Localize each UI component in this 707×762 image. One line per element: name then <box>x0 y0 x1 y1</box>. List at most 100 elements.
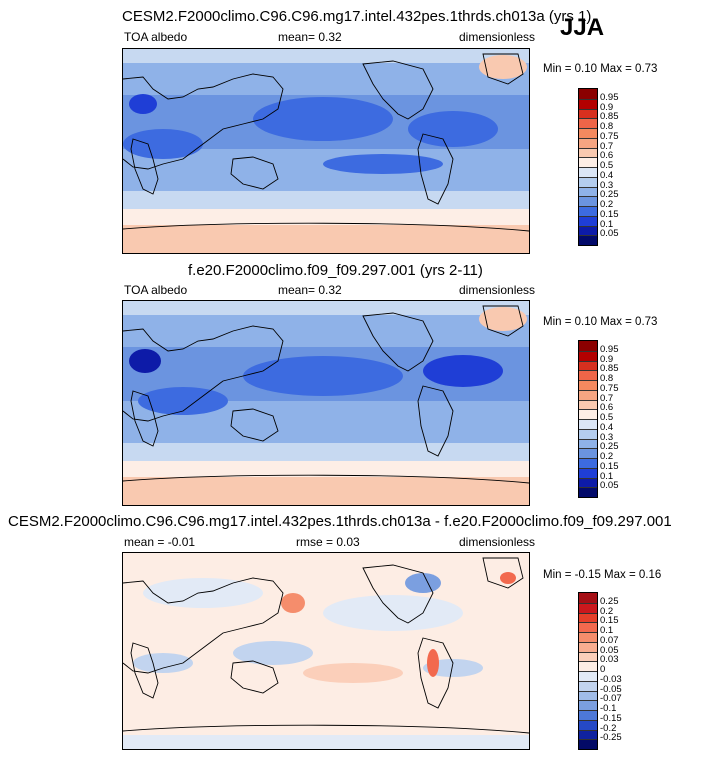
colorbar-tick-label: 0.95 <box>600 343 619 355</box>
colorbar-box <box>579 380 597 390</box>
panel-2-units: dimensionless <box>459 283 536 297</box>
panel-3-minmax: Min = -0.15 Max = 0.16 <box>543 569 662 581</box>
panel-1-mean: mean= 0.32 <box>278 30 342 44</box>
colorbar-tick-label: 0.75 <box>600 382 619 394</box>
coastlines <box>123 305 529 484</box>
colorbar-box <box>579 196 597 206</box>
colorbar-box <box>579 89 597 99</box>
colorbar-tick-label: -0.25 <box>600 732 622 744</box>
colorbar-box <box>579 409 597 419</box>
indian-low-albedo <box>123 129 203 159</box>
colorbar-box <box>579 719 597 730</box>
panel-1-colorbar <box>578 88 598 246</box>
colorbar-box <box>579 680 597 691</box>
diff-positive-patch <box>427 649 439 677</box>
panel-2-colorbar <box>578 340 598 498</box>
atlantic-low-albedo <box>423 355 503 387</box>
colorbar-tick-label: 0.05 <box>600 228 619 240</box>
panel-3-title: CESM2.F2000climo.C96.C96.mg17.intel.432p… <box>8 513 672 530</box>
coastlines <box>123 557 529 734</box>
panel-3-map-svg <box>123 553 529 749</box>
colorbar-box <box>579 225 597 236</box>
arctic-band <box>123 301 529 315</box>
colorbar-tick-label: 0.4 <box>600 421 614 433</box>
panel-1-title: CESM2.F2000climo.C96.C96.mg17.intel.432p… <box>122 8 592 25</box>
colorbar-box <box>579 632 597 642</box>
colorbar-tick-label: 0.4 <box>600 169 614 181</box>
colorbar-box <box>579 428 597 439</box>
colorbar-box <box>579 108 597 119</box>
colorbar-tick-label: 0.1 <box>600 470 614 482</box>
colorbar-tick-label: 0.15 <box>600 460 619 472</box>
colorbar-tick-label: 0.05 <box>600 644 619 656</box>
southern-cloud-band <box>123 209 529 225</box>
colorbar-tick-label: 0.6 <box>600 402 614 414</box>
southern-ocean-band <box>123 443 529 461</box>
colorbar-tick-label: 0.95 <box>600 91 619 103</box>
southern-ocean-band <box>123 191 529 209</box>
colorbar-tick-label: 0.7 <box>600 140 614 152</box>
colorbar-tick-label: 0.1 <box>600 218 614 230</box>
colorbar-box <box>579 641 597 652</box>
colorbar-tick-label: 0.2 <box>600 605 614 617</box>
colorbar-tick-label: 0.75 <box>600 130 619 142</box>
colorbar-box <box>579 157 597 167</box>
southern-cloud-band <box>123 461 529 477</box>
colorbar-tick-label: -0.03 <box>600 673 622 685</box>
colorbar-tick-label: 0.07 <box>600 634 619 646</box>
diff-positive-patch <box>500 572 516 584</box>
panel-2-mean: mean= 0.32 <box>278 283 342 297</box>
colorbar-tick-label: 0 <box>600 664 606 675</box>
panel-3-rmse: rmse = 0.03 <box>296 535 360 549</box>
colorbar-tick-label: 0.5 <box>600 160 614 171</box>
colorbar-tick-label: -0.05 <box>600 683 622 695</box>
colorbar-box <box>579 690 597 701</box>
colorbar-box <box>579 661 597 671</box>
coastlines <box>123 53 529 232</box>
colorbar-box <box>579 467 597 478</box>
colorbar-tick-label: 0.8 <box>600 373 614 384</box>
colorbar-tick-label: 0.25 <box>600 189 619 201</box>
panel-3-map <box>122 552 530 750</box>
antarctica-band <box>123 477 529 505</box>
colorbar-tick-label: 0.7 <box>600 392 614 404</box>
colorbar-box <box>579 622 597 632</box>
antarctica-band <box>123 735 529 749</box>
colorbar-tick-label: -0.15 <box>600 712 622 724</box>
colorbar-tick-label: 0.05 <box>600 480 619 492</box>
colorbar-tick-label: 0.5 <box>600 412 614 423</box>
colorbar-box <box>579 98 597 109</box>
south-midlat-band <box>123 149 529 191</box>
colorbar-box <box>579 215 597 226</box>
diff-negative-patch <box>405 573 441 593</box>
colorbar-box <box>579 137 597 148</box>
colorbar-box <box>579 419 597 429</box>
colorbar-box <box>579 739 597 749</box>
colorbar-box <box>579 651 597 662</box>
colorbar-box <box>579 360 597 371</box>
colorbar-box <box>579 399 597 410</box>
panel-3-units: dimensionless <box>459 535 536 549</box>
mediterranean-low-albedo <box>129 94 157 114</box>
colorbar-tick-label: 0.2 <box>600 451 614 462</box>
colorbar-tick-label: 0.15 <box>600 208 619 220</box>
colorbar-box <box>579 602 597 613</box>
colorbar-box <box>579 176 597 187</box>
panel-1-units: dimensionless <box>459 30 536 44</box>
colorbar-box <box>579 167 597 177</box>
panel-1-variable: TOA albedo <box>124 30 188 44</box>
colorbar-box <box>579 350 597 361</box>
colorbar-box <box>579 671 597 681</box>
colorbar-tick-label: 0.1 <box>600 625 614 636</box>
colorbar-box <box>579 206 597 216</box>
colorbar-tick-label: 0.2 <box>600 199 614 210</box>
colorbar-tick-label: 0.25 <box>600 595 619 607</box>
colorbar-box <box>579 487 597 497</box>
antarctica-band <box>123 225 529 253</box>
colorbar-tick-label: 0.85 <box>600 363 619 375</box>
diff-patch <box>303 663 403 683</box>
panel-2-variable: TOA albedo <box>124 283 188 297</box>
panel-1-minmax: Min = 0.10 Max = 0.73 <box>543 63 658 75</box>
colorbar-box <box>579 128 597 138</box>
colorbar-box <box>579 700 597 710</box>
